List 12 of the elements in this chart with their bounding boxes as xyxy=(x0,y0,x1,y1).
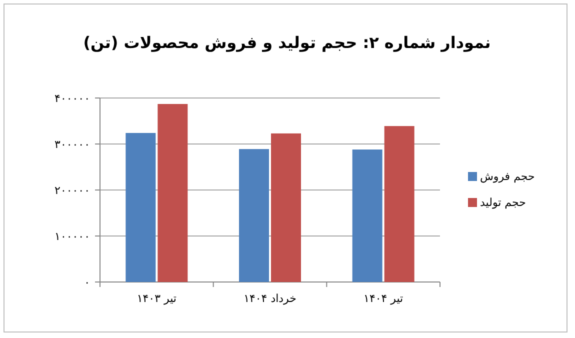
x-tick-label: خرداد ۱۴۰۴ xyxy=(244,292,296,305)
x-tick-label: تیر ۱۴۰۳ xyxy=(136,292,176,305)
y-tick-label: ۰ xyxy=(84,276,90,289)
y-tick-label: ۴۰۰۰۰۰ xyxy=(54,92,90,105)
x-tick-label: تیر ۱۴۰۴ xyxy=(364,292,404,305)
y-tick-label: ۲۰۰۰۰۰ xyxy=(54,184,90,197)
y-tick-label: ۳۰۰۰۰۰ xyxy=(54,138,90,151)
legend: حجم فروش حجم تولید xyxy=(468,170,535,209)
legend-label: حجم تولید xyxy=(480,196,526,209)
y-tick-label: ۱۰۰۰۰۰ xyxy=(54,230,90,243)
legend-label: حجم فروش xyxy=(480,170,535,183)
chart-title: نمودار شماره ۲: حجم تولید و فروش محصولات (تن) xyxy=(83,33,491,52)
